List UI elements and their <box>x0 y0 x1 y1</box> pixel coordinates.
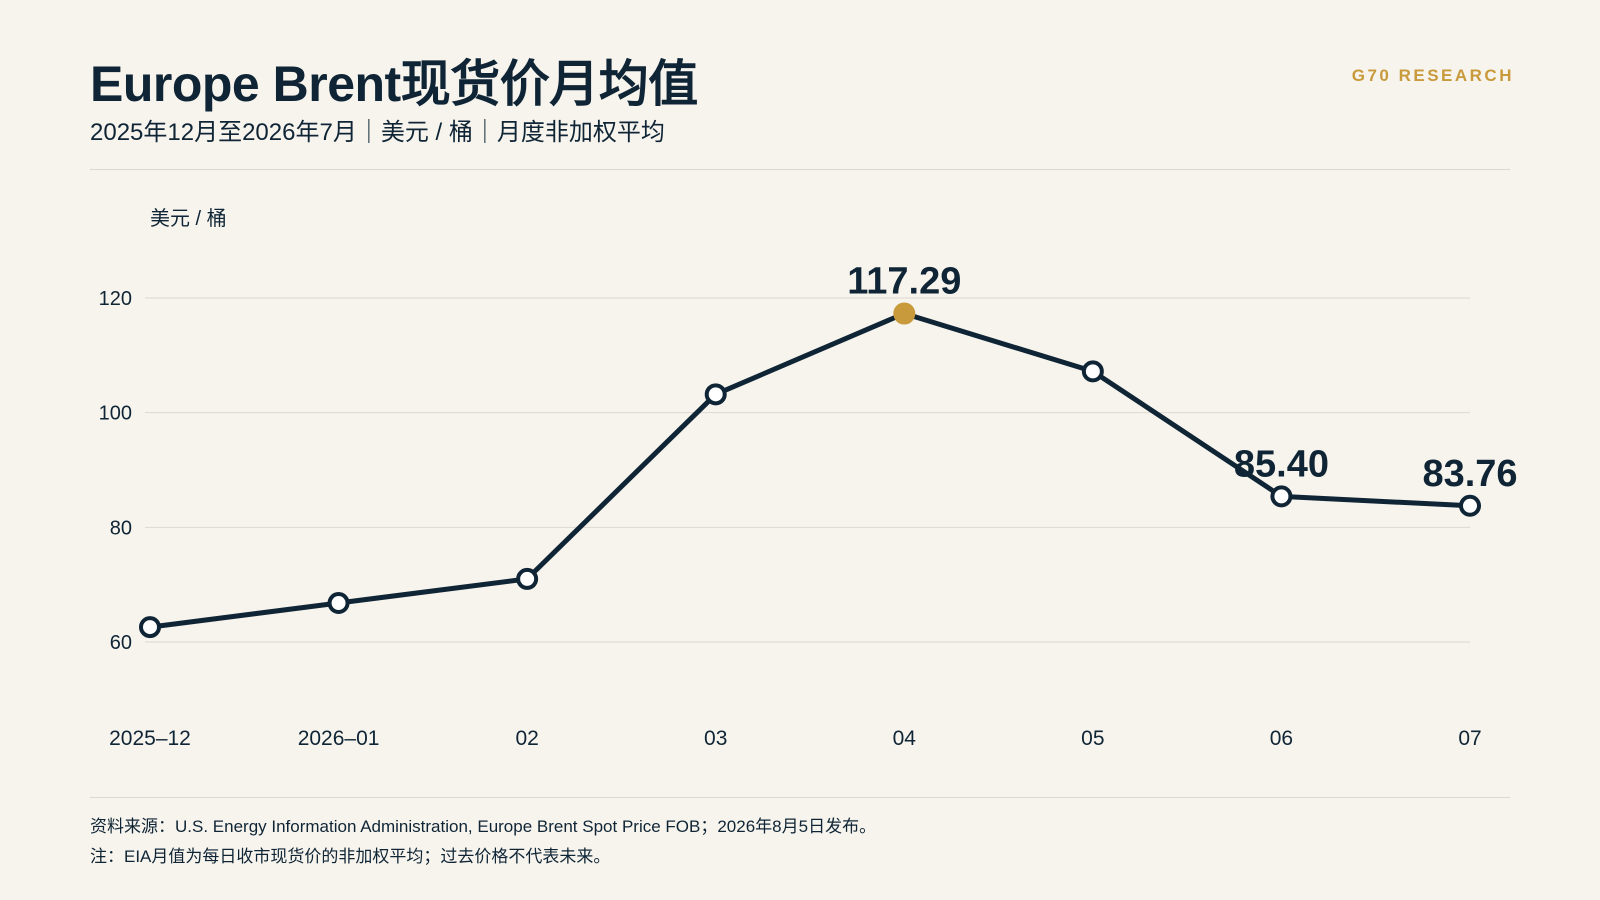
x-tick-label: 03 <box>704 727 727 750</box>
line-chart: 美元 / 桶 60 80 100 120 2025–12 2026–01 02 03 04 05… <box>99 207 1518 750</box>
footer-notes: 资料来源：U.S. Energy Information Administrat… <box>90 812 876 872</box>
data-labels: 117.29 85.40 83.76 <box>847 261 1517 495</box>
x-tick-label: 2026–01 <box>298 727 380 750</box>
y-tick-label: 80 <box>110 517 132 539</box>
source-note: 资料来源：U.S. Energy Information Administrat… <box>90 817 877 836</box>
data-point <box>704 383 727 406</box>
data-point <box>1459 494 1481 517</box>
y-axis-label: 美元 / 桶 <box>150 207 227 230</box>
chart-title: Europe Brent现货价月均值 <box>90 56 698 112</box>
x-tick-label: 06 <box>1270 727 1293 750</box>
x-tick-label: 04 <box>893 727 917 750</box>
y-tick-label: 100 <box>99 403 132 425</box>
data-point <box>1270 485 1293 508</box>
data-point-highlight <box>893 302 916 325</box>
data-point <box>516 567 539 590</box>
x-tick-label: 07 <box>1458 727 1481 750</box>
data-point <box>139 616 161 639</box>
y-tick-labels: 60 80 100 120 <box>99 288 132 654</box>
x-tick-label: 2025–12 <box>109 727 191 750</box>
header-divider <box>90 169 1510 170</box>
data-label: 85.40 <box>1234 443 1329 485</box>
data-point <box>1081 360 1104 383</box>
series-line <box>147 311 1473 630</box>
y-tick-label: 120 <box>99 288 132 310</box>
data-point <box>327 592 350 615</box>
x-tick-label: 02 <box>515 727 538 750</box>
data-points <box>139 302 1481 639</box>
brand-label: G70 RESEARCH <box>1351 66 1514 85</box>
footer-divider <box>90 797 1510 798</box>
methodology-note: 注：EIA月值为每日收市现货价的非加权平均；过去价格不代表未来。 <box>90 847 611 866</box>
x-tick-labels: 2025–12 2026–01 02 03 04 05 06 07 <box>109 727 1482 750</box>
gridlines <box>145 297 1470 643</box>
chart-subtitle: 2025年12月至2026年7月｜美元 / 桶｜月度非加权平均 <box>90 119 665 146</box>
data-label: 117.29 <box>847 261 961 303</box>
y-tick-label: 60 <box>110 632 132 654</box>
x-tick-label: 05 <box>1081 727 1104 750</box>
data-label: 83.76 <box>1422 453 1517 495</box>
